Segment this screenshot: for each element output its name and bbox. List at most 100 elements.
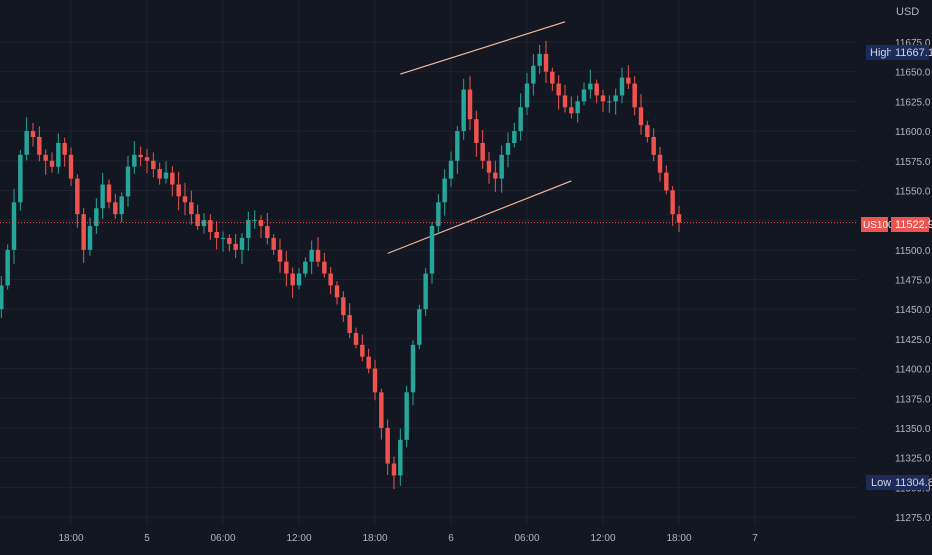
candle xyxy=(56,133,61,174)
candle xyxy=(334,281,340,305)
price-axis[interactable]: USD 11275.011300.011325.011350.011375.01… xyxy=(895,6,931,524)
candle xyxy=(163,161,169,184)
candle xyxy=(619,67,625,104)
x-tick-label: 12:00 xyxy=(286,533,311,544)
candle-body xyxy=(575,101,580,114)
candle xyxy=(588,69,593,99)
candle-body xyxy=(24,131,29,155)
candle-body xyxy=(493,172,498,179)
high-badge-label-bg xyxy=(866,45,891,60)
y-tick-label: 11600.0 xyxy=(895,127,931,138)
candle xyxy=(455,126,460,174)
candle xyxy=(0,275,4,318)
candle-body xyxy=(328,273,333,286)
y-tick-label: 11575.0 xyxy=(895,157,931,168)
candle xyxy=(543,40,549,83)
candle-body xyxy=(290,273,295,286)
candle-body xyxy=(581,89,587,102)
candle xyxy=(271,234,276,256)
candle xyxy=(303,257,308,278)
candle-body xyxy=(499,154,504,179)
candle-body xyxy=(613,95,618,102)
candle-body xyxy=(81,214,86,250)
candle-body xyxy=(505,142,511,155)
y-tick-label: 11475.0 xyxy=(895,276,931,287)
candle-body xyxy=(246,220,251,238)
candle-body xyxy=(524,83,530,108)
candle xyxy=(113,193,118,219)
candle xyxy=(575,95,580,123)
candle xyxy=(417,304,422,350)
candle-body xyxy=(588,83,593,90)
candle xyxy=(252,210,257,229)
candle-body xyxy=(195,214,200,227)
candle-body xyxy=(372,368,378,393)
x-tick-label: 12:00 xyxy=(590,533,615,544)
candle xyxy=(170,166,175,197)
candle-body xyxy=(176,184,181,197)
candle xyxy=(144,148,150,174)
candle-body xyxy=(353,332,359,345)
candle xyxy=(5,244,10,290)
candle xyxy=(195,204,200,230)
y-tick-label: 11400.0 xyxy=(895,365,931,376)
candle xyxy=(30,123,36,147)
candle-body xyxy=(56,142,61,167)
candle-body xyxy=(0,285,4,310)
candle xyxy=(87,217,93,256)
x-tick-label: 06:00 xyxy=(210,533,235,544)
candle xyxy=(119,192,124,223)
channel-lower xyxy=(387,180,572,254)
currency-label: USD xyxy=(896,6,919,18)
candle xyxy=(227,234,232,252)
candle-body xyxy=(271,237,276,250)
candle-body xyxy=(657,154,663,173)
candle-body xyxy=(62,142,67,155)
candle-body xyxy=(670,190,675,215)
candle-body xyxy=(626,77,631,84)
candle xyxy=(486,151,492,184)
x-tick-label: 18:00 xyxy=(666,533,691,544)
candle-body xyxy=(619,77,625,96)
candle-body xyxy=(233,243,238,250)
candle xyxy=(474,110,479,157)
candle xyxy=(550,67,555,92)
candle-body xyxy=(410,344,416,393)
y-tick-label: 11650.0 xyxy=(895,68,931,79)
y-tick-label: 11450.0 xyxy=(895,305,931,316)
candle-body xyxy=(594,83,599,96)
candle-body xyxy=(87,226,93,250)
x-tick-label: 6 xyxy=(448,533,454,544)
candle xyxy=(214,221,219,250)
candle xyxy=(366,348,371,374)
trendlines[interactable] xyxy=(0,21,572,269)
candle-body xyxy=(265,226,270,238)
candle-body xyxy=(436,202,441,227)
candle xyxy=(328,267,333,295)
candle xyxy=(18,149,23,211)
candle-body xyxy=(144,157,150,161)
candles[interactable] xyxy=(0,40,682,489)
time-axis[interactable]: 18:00 5 06:00 12:00 18:00 6 06:00 12:00 18:00 7 xyxy=(58,533,758,544)
candle xyxy=(290,267,295,298)
candle-body xyxy=(18,154,23,203)
candle-body xyxy=(398,439,403,476)
candle xyxy=(151,152,156,178)
candle xyxy=(562,84,568,113)
candle-body xyxy=(125,166,131,197)
candle xyxy=(645,120,650,143)
candle-body xyxy=(208,220,213,232)
candle xyxy=(537,44,542,75)
candle-body xyxy=(163,172,169,179)
candle-body xyxy=(315,249,321,262)
x-tick-label: 18:00 xyxy=(362,533,387,544)
candle xyxy=(442,169,447,216)
candle-body xyxy=(366,356,371,369)
candle xyxy=(448,151,454,187)
candle xyxy=(11,188,17,264)
candle xyxy=(239,233,245,264)
candle-body xyxy=(429,226,435,274)
